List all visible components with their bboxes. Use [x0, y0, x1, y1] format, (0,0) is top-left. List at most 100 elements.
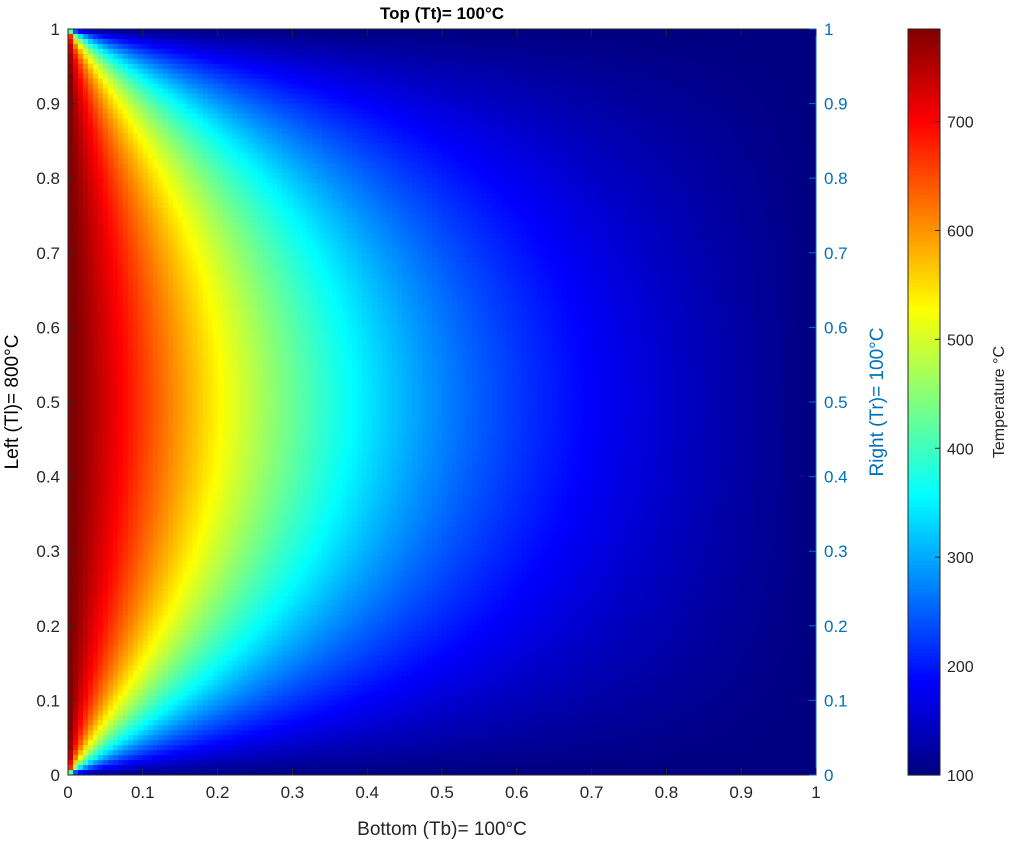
heat-cell — [571, 158, 578, 164]
heat-cell — [177, 73, 184, 80]
heat-cell — [711, 108, 717, 115]
heat-cell — [327, 108, 333, 115]
heat-cell — [751, 133, 757, 140]
heat-cell — [766, 138, 772, 144]
heat-cell — [307, 138, 313, 144]
heat-cell — [312, 58, 318, 65]
heat-cell — [417, 153, 423, 159]
heat-cell — [511, 168, 518, 174]
heat-cell — [97, 108, 104, 115]
heat-cell — [82, 158, 89, 164]
heat-cell — [72, 118, 79, 125]
heat-cell — [322, 118, 328, 125]
heat-cell — [741, 48, 747, 55]
heat-cell — [337, 148, 343, 154]
heat-cell — [776, 73, 782, 80]
heat-cell — [77, 138, 84, 144]
heat-cell — [287, 33, 293, 40]
heat-cell — [422, 78, 428, 85]
heat-cell — [456, 163, 463, 169]
heat-cell — [307, 143, 313, 149]
heat-cell — [511, 103, 518, 110]
heat-cell — [691, 163, 697, 169]
heat-cell — [776, 178, 782, 184]
heat-cell — [82, 123, 89, 130]
heat-cell — [506, 148, 513, 154]
heat-cell — [397, 58, 403, 65]
heat-cell — [327, 143, 333, 149]
heat-cell — [556, 103, 563, 110]
heat-cell — [636, 98, 643, 105]
heat-cell — [147, 98, 154, 105]
heat-cell — [68, 103, 74, 110]
heat-cell — [68, 98, 74, 105]
heat-cell — [596, 163, 603, 169]
heat-cell — [262, 33, 269, 40]
heat-cell — [282, 93, 289, 100]
heat-cell — [781, 48, 787, 55]
heat-cell — [596, 103, 603, 110]
heat-cell — [177, 133, 184, 140]
heat-cell — [352, 108, 358, 115]
heat-cell — [267, 138, 274, 144]
heat-cell — [561, 163, 568, 169]
heat-cell — [791, 123, 797, 130]
heat-cell — [501, 53, 508, 60]
heat-cell — [387, 173, 393, 179]
heat-cell — [412, 93, 418, 100]
heat-cell — [716, 178, 722, 184]
heat-cell — [786, 29, 792, 35]
heat-cell — [152, 53, 159, 60]
heat-cell — [671, 138, 677, 144]
heat-cell — [367, 53, 373, 60]
heat-cell — [107, 113, 114, 120]
heat-cell — [332, 103, 338, 110]
heat-cell — [132, 163, 139, 169]
heat-cell — [142, 48, 149, 55]
heat-cell — [307, 63, 313, 70]
heat-cell — [272, 153, 279, 159]
heat-cell — [327, 183, 333, 189]
heat-cell — [591, 188, 598, 194]
heat-cell — [521, 188, 528, 194]
heat-cell — [456, 48, 463, 55]
heat-cell — [521, 158, 528, 164]
heat-cell — [696, 103, 702, 110]
heat-cell — [701, 173, 707, 179]
heat-cell — [561, 78, 568, 85]
heat-cell — [332, 29, 338, 35]
heat-cell — [122, 143, 129, 149]
heat-cell — [172, 98, 179, 105]
heat-cell — [202, 33, 209, 40]
heat-cell — [302, 78, 308, 85]
heat-cell — [347, 143, 353, 149]
heat-cell — [576, 83, 583, 90]
heat-cell — [162, 68, 169, 75]
heat-cell — [676, 108, 682, 115]
heat-cell — [461, 123, 468, 130]
heat-cell — [397, 53, 403, 60]
heat-cell — [102, 188, 109, 194]
heat-cell — [417, 58, 423, 65]
heat-cell — [501, 63, 508, 70]
heat-cell — [491, 33, 498, 40]
heat-cell — [347, 118, 353, 125]
heat-cell — [681, 158, 687, 164]
heat-cell — [701, 148, 707, 154]
heat-cell — [696, 88, 702, 95]
heat-cell — [471, 38, 478, 45]
heat-cell — [631, 98, 638, 105]
heat-cell — [342, 53, 348, 60]
heat-cell — [397, 29, 403, 35]
heat-cell — [596, 33, 603, 40]
heat-cell — [516, 163, 523, 169]
heat-cell — [746, 73, 752, 80]
heat-cell — [197, 98, 204, 105]
heat-cell — [342, 163, 348, 169]
heat-cell — [312, 38, 318, 45]
heat-cell — [407, 38, 413, 45]
heat-cell — [566, 73, 573, 80]
heat-cell — [721, 58, 727, 65]
heat-cell — [122, 98, 129, 105]
heat-cell — [357, 178, 363, 184]
